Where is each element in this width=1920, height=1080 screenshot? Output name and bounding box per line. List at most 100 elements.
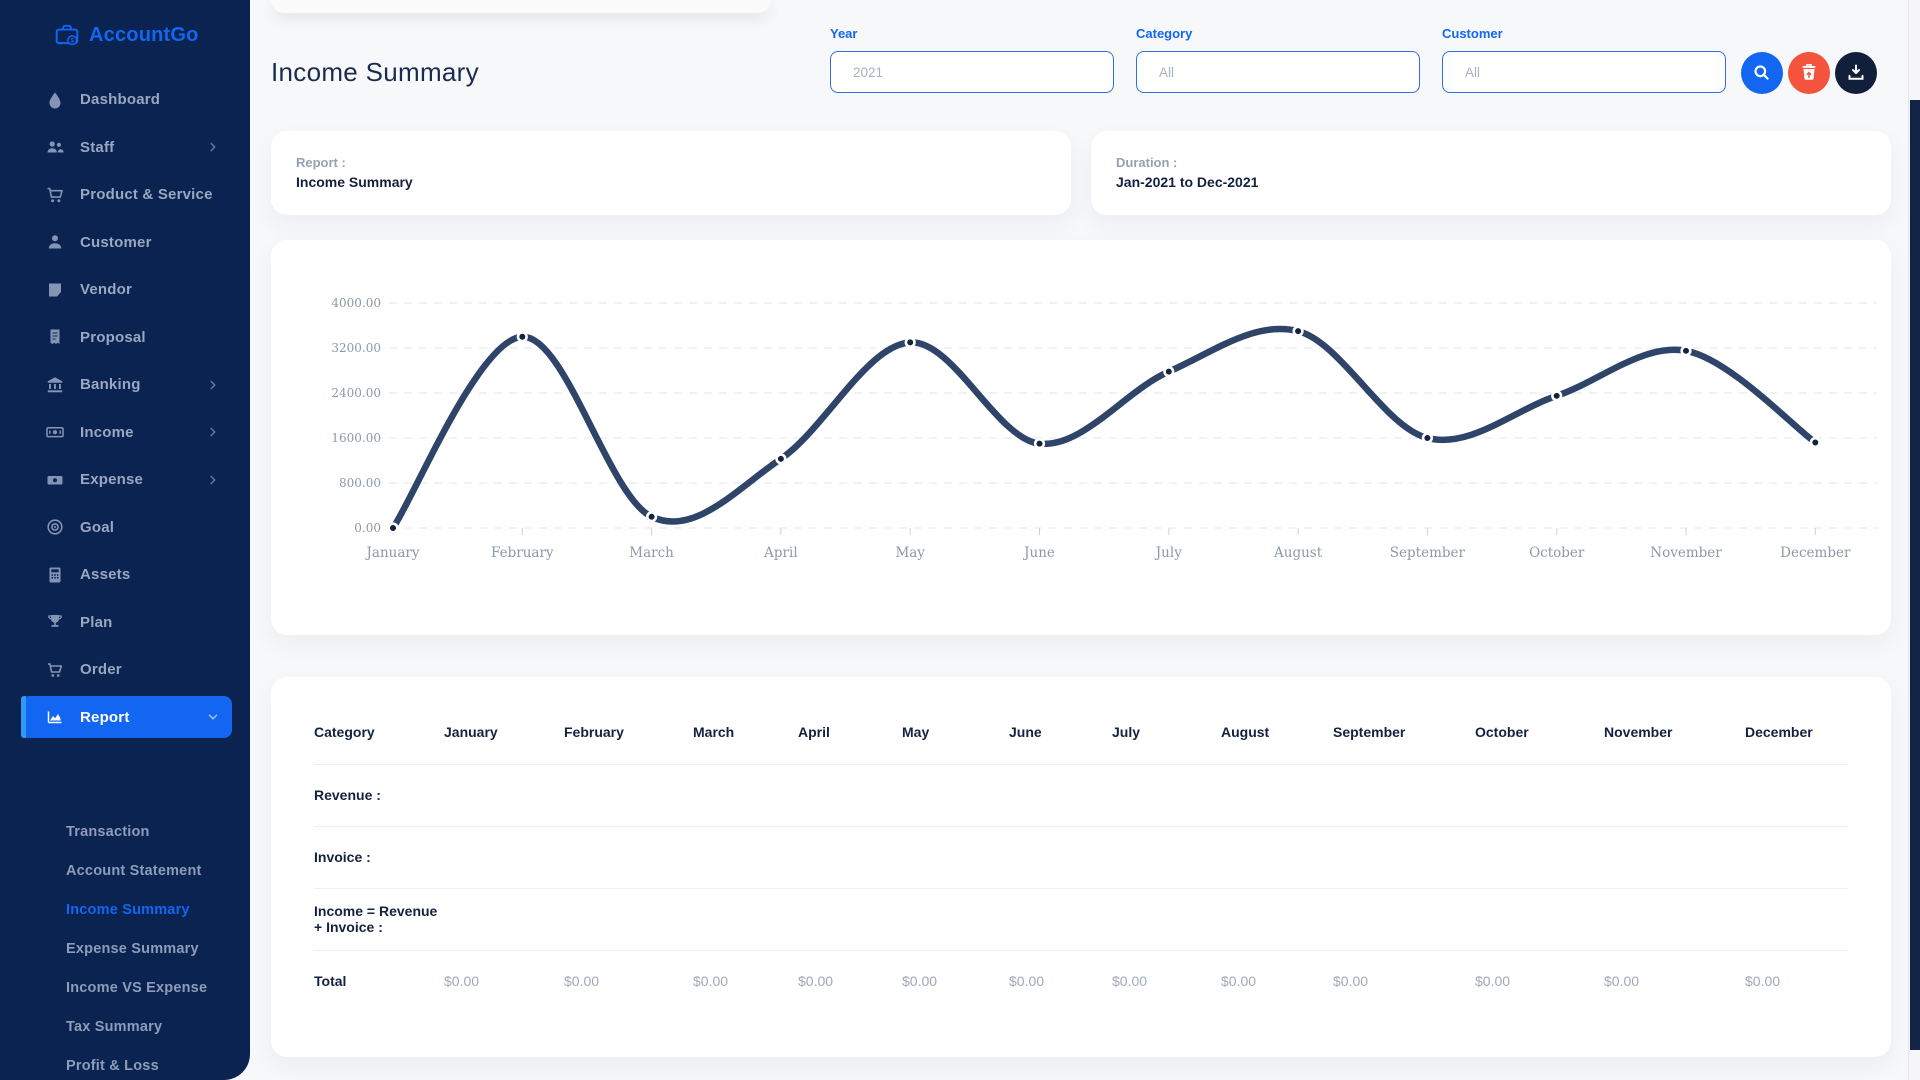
column-header: April [798, 700, 902, 765]
x-axis-tick-label: August [1273, 545, 1323, 561]
data-point[interactable] [1421, 432, 1433, 444]
data-point[interactable] [904, 336, 916, 348]
report-icon [45, 707, 65, 727]
row-category: Revenue : [314, 764, 444, 827]
submenu-item-tax-summary[interactable]: Tax Summary [66, 1018, 163, 1035]
sidebar-item-customer[interactable]: Customer [21, 221, 232, 263]
column-header: September [1333, 700, 1475, 765]
row-category: Invoice : [314, 826, 444, 889]
scrolled-card-edge [271, 0, 771, 13]
scrollbar-thumb[interactable] [1910, 100, 1920, 1050]
submenu-item-income-vs-expense[interactable]: Income VS Expense [66, 979, 208, 996]
column-header: December [1745, 700, 1848, 765]
sidebar-item-staff[interactable]: Staff [21, 126, 232, 168]
submenu-item-expense-summary[interactable]: Expense Summary [66, 940, 199, 957]
row-value: $0.00 [1009, 973, 1045, 990]
sidebar-item-assets[interactable]: Assets [21, 554, 232, 596]
x-axis-tick-label: November [1650, 545, 1722, 561]
data-point[interactable] [775, 453, 787, 465]
chevron-right-icon [206, 473, 220, 487]
income-chart-card: 0.00 800.00 1600.00 2400.00 3200.00 4000.00 Ja… [271, 240, 1891, 635]
sidebar-item-vendor[interactable]: Vendor [21, 269, 232, 311]
plan-icon [45, 612, 65, 632]
search-button[interactable] [1741, 52, 1783, 94]
row-value [1745, 764, 1848, 827]
row-value: $0.00 [1333, 973, 1369, 990]
proposal-icon [45, 327, 65, 347]
report-card-label: Report : [296, 155, 346, 170]
table-header-row: Category January February March April May June… [314, 700, 1848, 765]
submenu-item-income-summary[interactable]: Income Summary [66, 901, 190, 918]
x-axis-tick-label: October [1529, 545, 1585, 561]
data-point[interactable] [1033, 438, 1046, 450]
chevron-right-icon [206, 140, 220, 154]
column-header: January [444, 700, 564, 765]
report-card: Report : Income Summary [271, 131, 1071, 215]
row-value [798, 764, 902, 827]
submenu-item-transaction[interactable]: Transaction [66, 823, 150, 840]
row-value: $0.00 [444, 973, 480, 990]
app-name: AccountGo [89, 23, 199, 46]
income-table-card: Category January February March April May June… [271, 677, 1891, 1057]
expense-icon [45, 470, 65, 490]
submenu-item-profit-loss[interactable]: Profit & Loss [66, 1057, 159, 1074]
row-value [444, 826, 564, 889]
sidebar-item-label: Dashboard [80, 91, 161, 108]
data-point[interactable] [516, 331, 528, 343]
filter-group-customer: Customer [1442, 26, 1726, 93]
product-service-icon [45, 185, 65, 205]
sidebar-item-report[interactable]: Report [21, 696, 232, 738]
sidebar: $ AccountGo Dashboard Staff Product & Serv… [0, 0, 250, 1080]
row-value [444, 888, 564, 951]
row-value [1112, 764, 1221, 827]
sidebar-item-product-service[interactable]: Product & Service [21, 174, 232, 216]
customer-filter-input[interactable] [1442, 51, 1726, 93]
y-axis-tick-label: 3200.00 [331, 341, 381, 355]
year-filter-input[interactable] [830, 51, 1114, 93]
data-point[interactable] [387, 522, 399, 534]
page-scrollbar[interactable] [1908, 0, 1920, 1080]
column-header: July [1112, 700, 1221, 765]
income-icon [45, 422, 65, 442]
row-value [1221, 888, 1333, 951]
sidebar-item-order[interactable]: Order [21, 649, 232, 691]
filter-label-category: Category [1136, 26, 1193, 41]
column-header: February [564, 700, 693, 765]
data-point[interactable] [1680, 345, 1692, 357]
app-logo[interactable]: $ AccountGo [54, 22, 199, 48]
data-point[interactable] [1809, 436, 1821, 449]
reset-button[interactable] [1788, 52, 1830, 94]
row-value [798, 888, 902, 951]
sidebar-item-income[interactable]: Income [21, 411, 232, 453]
submenu-item-account-statement[interactable]: Account Statement [66, 862, 202, 879]
sidebar-item-goal[interactable]: Goal [21, 506, 232, 548]
x-axis-tick-label: July [1154, 545, 1182, 561]
row-value [1475, 888, 1604, 951]
row-value: $0.00 [1745, 973, 1781, 990]
sidebar-item-plan[interactable]: Plan [21, 601, 232, 643]
filters-row: Year Category Customer [830, 26, 1726, 93]
report-submenu: Transaction Account Statement Income Summa… [0, 812, 250, 1080]
x-axis-tick-label: September [1390, 545, 1466, 561]
row-category: Total [314, 973, 347, 990]
column-header: Category [314, 700, 444, 765]
category-filter-input[interactable] [1136, 51, 1420, 93]
row-value [1475, 826, 1604, 889]
column-header: March [693, 700, 798, 765]
sidebar-item-expense[interactable]: Expense [21, 459, 232, 501]
data-point[interactable] [1551, 390, 1563, 402]
data-point[interactable] [1292, 325, 1304, 337]
sidebar-item-dashboard[interactable]: Dashboard [21, 79, 232, 121]
download-button[interactable] [1835, 52, 1877, 94]
row-value [1475, 764, 1604, 827]
sidebar-item-label: Assets [80, 566, 131, 583]
y-axis-tick-label: 4000.00 [331, 296, 381, 310]
row-value: $0.00 [564, 973, 600, 990]
data-point[interactable] [1163, 366, 1175, 378]
sidebar-item-proposal[interactable]: Proposal [21, 316, 232, 358]
sidebar-item-banking[interactable]: Banking [21, 364, 232, 406]
chevron-down-icon [206, 710, 220, 724]
sidebar-item-label: Proposal [80, 328, 146, 346]
data-point[interactable] [646, 511, 658, 523]
row-value [564, 826, 693, 889]
